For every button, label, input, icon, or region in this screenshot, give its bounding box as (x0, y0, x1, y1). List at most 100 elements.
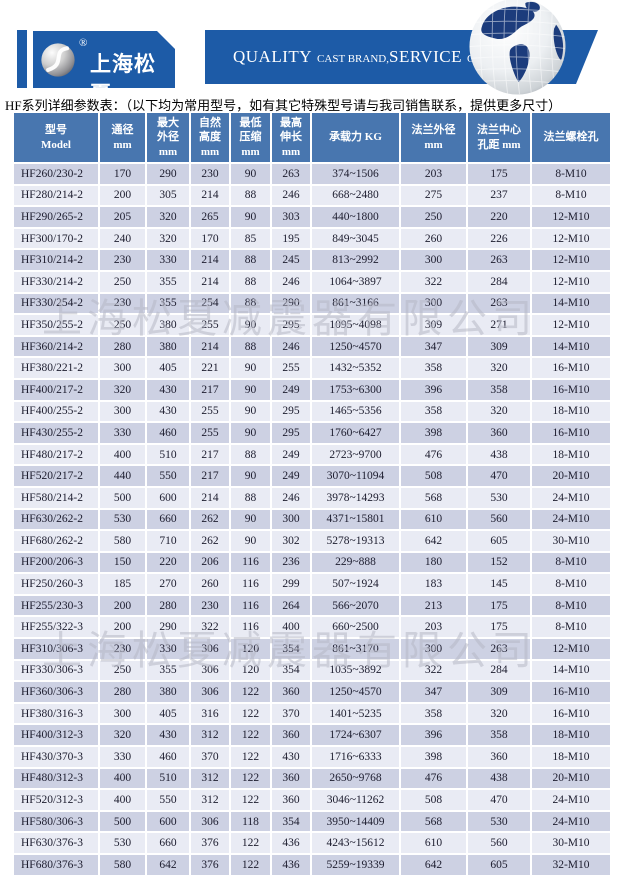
value-cell: 610 (401, 509, 466, 530)
value-cell: 255 (272, 358, 310, 378)
value-cell: 122 (231, 725, 270, 746)
model-cell: HF255/322-3 (14, 617, 98, 638)
value-cell: 360 (272, 790, 310, 810)
model-cell: HF430/255-2 (14, 423, 98, 443)
value-cell: 360 (468, 747, 530, 767)
value-cell: 436 (272, 855, 310, 875)
value-cell: 230 (100, 293, 145, 314)
value-cell: 330 (100, 423, 145, 443)
value-cell: 20-M10 (532, 768, 610, 789)
value-cell: 24-M10 (532, 811, 610, 832)
value-cell: 1716~6333 (312, 747, 399, 767)
model-cell: HF630/262-2 (14, 509, 98, 530)
songxia-sphere-logo-icon (40, 42, 76, 78)
value-cell: 300 (272, 509, 310, 530)
value-cell: 263 (468, 293, 530, 314)
value-cell: 566~2070 (312, 595, 399, 616)
value-cell: 270 (147, 574, 189, 594)
value-cell: 206 (191, 552, 229, 573)
value-cell: 88 (231, 487, 270, 508)
table-row: HF680/262-2 580 710 262 90 302 5278~19313 642 60… (14, 531, 610, 551)
value-cell: 300 (401, 293, 466, 314)
table-row: HF520/312-3 400 550 312 122 360 3046~11262 508 4… (14, 790, 610, 810)
table-row: HF330/254-2 230 355 254 88 290 861~3166 300 263 1… (14, 293, 610, 314)
model-cell: HF290/265-2 (14, 207, 98, 227)
value-cell: 240 (100, 228, 145, 249)
table-row: HF260/230-2 170 290 230 90 263 374~1506 203 175 8… (14, 164, 610, 184)
value-cell: 249 (272, 444, 310, 465)
value-cell: 226 (468, 228, 530, 249)
model-cell: HF255/230-3 (14, 595, 98, 616)
table-row: HF580/306-3 500 600 306 118 354 3950~14409 568 5… (14, 811, 610, 832)
value-cell: 398 (401, 423, 466, 443)
value-cell: 12-M10 (532, 271, 610, 292)
value-cell: 303 (272, 207, 310, 227)
value-cell: 355 (147, 293, 189, 314)
value-cell: 12-M10 (532, 207, 610, 227)
value-cell: 306 (191, 682, 229, 702)
value-cell: 376 (191, 833, 229, 853)
column-header: 通径 mm (100, 113, 145, 162)
slogan-word-quality: QUALITY (233, 47, 313, 66)
value-cell: 20-M10 (532, 466, 610, 486)
table-row: HF630/376-3 530 660 376 122 436 4243~15612 610 5… (14, 833, 610, 853)
table-row: HF430/370-3 330 460 370 122 430 1716~6333 398 36… (14, 747, 610, 767)
value-cell: 30-M10 (532, 833, 610, 853)
value-cell: 500 (100, 811, 145, 832)
value-cell: 290 (272, 293, 310, 314)
value-cell: 170 (191, 228, 229, 249)
value-cell: 260 (191, 574, 229, 594)
value-cell: 280 (100, 336, 145, 357)
value-cell: 90 (231, 379, 270, 400)
value-cell: 85 (231, 228, 270, 249)
value-cell: 320 (147, 207, 189, 227)
model-cell: HF680/376-3 (14, 855, 98, 875)
value-cell: 300 (401, 639, 466, 659)
value-cell: 290 (147, 617, 189, 638)
value-cell: 309 (468, 336, 530, 357)
value-cell: 354 (272, 811, 310, 832)
value-cell: 180 (401, 552, 466, 573)
table-row: HF255/230-3 200 280 230 116 264 566~2070 213 175… (14, 595, 610, 616)
value-cell: 250 (401, 207, 466, 227)
table-row: HF480/217-2 400 510 217 88 249 2723~9700 476 438… (14, 444, 610, 465)
value-cell: 360 (468, 423, 530, 443)
value-cell: 405 (147, 703, 189, 724)
value-cell: 510 (147, 444, 189, 465)
column-header: 法兰中心 孔距 mm (468, 113, 530, 162)
model-cell: HF300/170-2 (14, 228, 98, 249)
value-cell: 300 (100, 401, 145, 422)
value-cell: 18-M10 (532, 747, 610, 767)
value-cell: 470 (468, 790, 530, 810)
model-cell: HF380/221-2 (14, 358, 98, 378)
value-cell: 355 (147, 271, 189, 292)
value-cell: 642 (401, 855, 466, 875)
value-cell: 550 (147, 466, 189, 486)
value-cell: 18-M10 (532, 444, 610, 465)
puzzle-globe-icon (468, 0, 567, 96)
value-cell: 229~888 (312, 552, 399, 573)
table-row: HF520/217-2 440 550 217 90 249 3070~11094 508 47… (14, 466, 610, 486)
value-cell: 221 (191, 358, 229, 378)
value-cell: 295 (272, 315, 310, 335)
value-cell: 220 (468, 207, 530, 227)
value-cell: 203 (401, 617, 466, 638)
value-cell: 660 (147, 509, 189, 530)
table-row: HF360/306-3 280 380 306 122 360 1250~4570 347 30… (14, 682, 610, 702)
value-cell: 312 (191, 790, 229, 810)
value-cell: 380 (147, 315, 189, 335)
table-row: HF480/312-3 400 510 312 122 360 2650~9768 476 43… (14, 768, 610, 789)
value-cell: 560 (468, 833, 530, 853)
value-cell: 438 (468, 444, 530, 465)
value-cell: 3950~14409 (312, 811, 399, 832)
value-cell: 214 (191, 271, 229, 292)
value-cell: 530 (468, 487, 530, 508)
table-row: HF400/217-2 320 430 217 90 249 1753~6300 396 358… (14, 379, 610, 400)
value-cell: 175 (468, 617, 530, 638)
value-cell: 600 (147, 487, 189, 508)
value-cell: 430 (272, 747, 310, 767)
value-cell: 203 (401, 164, 466, 184)
value-cell: 849~3045 (312, 228, 399, 249)
value-cell: 568 (401, 811, 466, 832)
brand-accent-bar (17, 30, 27, 88)
